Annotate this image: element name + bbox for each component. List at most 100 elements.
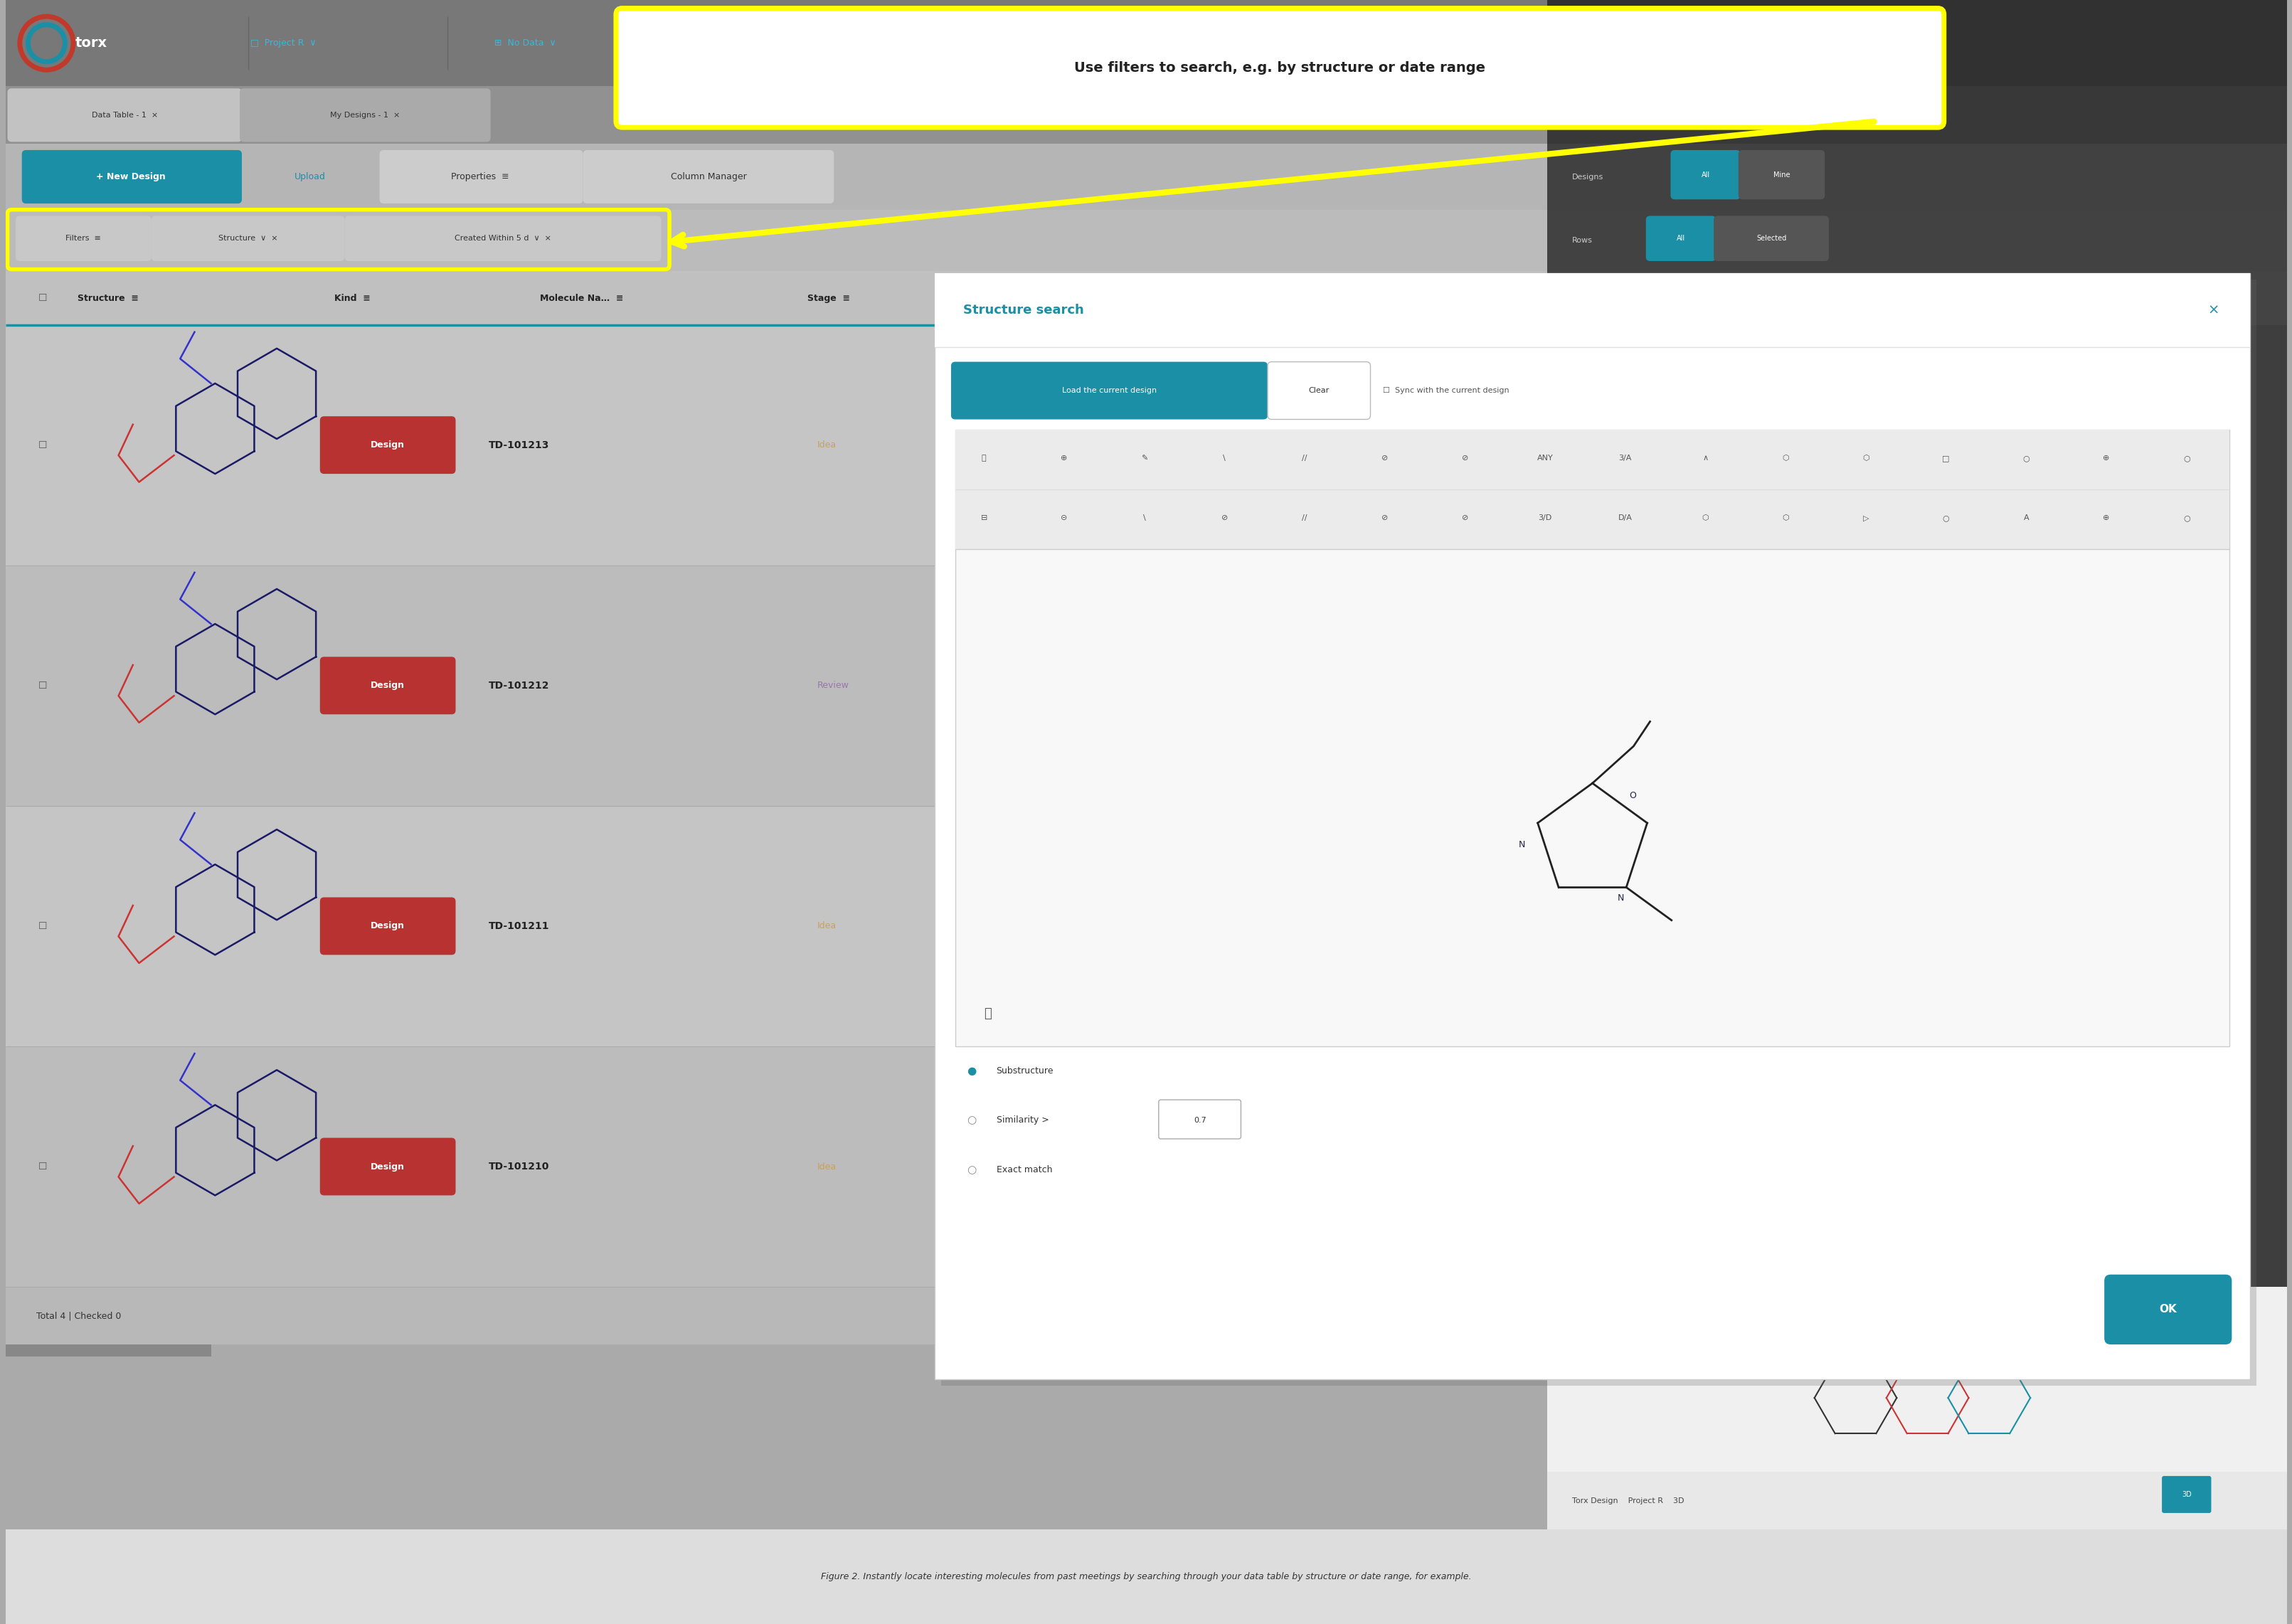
FancyBboxPatch shape: [1547, 806, 2287, 1046]
FancyBboxPatch shape: [1157, 1099, 1240, 1138]
Text: \: \: [1222, 455, 1226, 461]
FancyBboxPatch shape: [956, 430, 2230, 549]
FancyBboxPatch shape: [151, 216, 344, 261]
FancyBboxPatch shape: [321, 1138, 456, 1195]
Text: ○: ○: [1941, 515, 1948, 521]
FancyBboxPatch shape: [5, 806, 1547, 1046]
Text: Clear: Clear: [1309, 387, 1329, 395]
Text: ⊞  No Data  ∨: ⊞ No Data ∨: [495, 39, 557, 47]
Text: Total 4 | Checked 0: Total 4 | Checked 0: [37, 1311, 121, 1320]
Text: TD-101211: TD-101211: [488, 921, 550, 931]
Text: My Designs - 1  ×: My Designs - 1 ×: [330, 112, 401, 119]
Text: ✎: ✎: [1141, 455, 1148, 461]
Text: ☐: ☐: [39, 440, 46, 450]
Text: ☐: ☐: [39, 921, 46, 931]
FancyBboxPatch shape: [5, 1286, 1547, 1345]
Text: ⊕: ⊕: [2102, 515, 2109, 521]
Text: ⬡: ⬡: [1701, 515, 1708, 521]
Text: 3/A: 3/A: [1618, 455, 1632, 461]
FancyBboxPatch shape: [5, 209, 2287, 271]
Text: ⊕: ⊕: [2102, 455, 2109, 461]
FancyBboxPatch shape: [344, 216, 660, 261]
Text: Designs: Designs: [1572, 174, 1602, 180]
Text: + New Design: + New Design: [96, 172, 165, 182]
FancyBboxPatch shape: [1547, 271, 2287, 325]
Text: Review: Review: [818, 680, 848, 690]
Text: ○: ○: [967, 1116, 976, 1125]
Text: Design: Design: [371, 1163, 406, 1171]
FancyBboxPatch shape: [241, 88, 490, 141]
Text: Molecule Na…  ≡: Molecule Na… ≡: [539, 294, 623, 302]
Text: //: //: [1302, 455, 1306, 461]
FancyBboxPatch shape: [1547, 1046, 2287, 1286]
FancyBboxPatch shape: [380, 149, 582, 203]
FancyBboxPatch shape: [617, 8, 1944, 127]
Text: All: All: [1675, 235, 1685, 242]
FancyBboxPatch shape: [582, 149, 834, 203]
Text: View  ∨        Dashboard  ∨: View ∨ Dashboard ∨: [1568, 112, 1671, 119]
Text: TD-101213: TD-101213: [488, 440, 550, 450]
Text: Created Within 5 d  ∨  ×: Created Within 5 d ∨ ×: [454, 235, 550, 242]
Text: ⊝: ⊝: [1061, 515, 1068, 521]
FancyBboxPatch shape: [2104, 1275, 2230, 1345]
Text: ANY: ANY: [1536, 455, 1552, 461]
Text: 3D: 3D: [2182, 1491, 2191, 1497]
FancyBboxPatch shape: [321, 416, 456, 474]
FancyBboxPatch shape: [1671, 149, 1740, 200]
Text: Data Table - 1  ×: Data Table - 1 ×: [92, 112, 158, 119]
FancyArrowPatch shape: [672, 122, 1873, 247]
FancyBboxPatch shape: [935, 273, 2248, 348]
Text: Filters  ≡: Filters ≡: [66, 235, 101, 242]
Text: A: A: [1013, 1163, 1018, 1171]
Text: Compa…  ≡: Compa… ≡: [992, 294, 1047, 302]
FancyBboxPatch shape: [5, 1345, 211, 1356]
Text: //: //: [1302, 515, 1306, 521]
Text: Exact match: Exact match: [997, 1164, 1052, 1174]
Text: Idea: Idea: [818, 921, 837, 931]
Text: ⊕: ⊕: [1061, 455, 1068, 461]
FancyBboxPatch shape: [1547, 145, 2287, 209]
FancyBboxPatch shape: [321, 656, 456, 715]
Text: Torx Design    Project R    3D: Torx Design Project R 3D: [1572, 1497, 1682, 1504]
Text: Stage  ≡: Stage ≡: [807, 294, 850, 302]
Text: ○: ○: [2022, 455, 2028, 461]
Text: All: All: [1701, 171, 1710, 179]
Text: ⬡: ⬡: [1781, 515, 1788, 521]
Text: TD-101212: TD-101212: [488, 680, 550, 690]
FancyBboxPatch shape: [935, 273, 2248, 1379]
Text: ●: ●: [967, 1065, 976, 1077]
Text: ⊘: ⊘: [1462, 455, 1467, 461]
FancyBboxPatch shape: [5, 565, 1547, 806]
FancyBboxPatch shape: [2161, 1476, 2209, 1514]
Text: Similarity >: Similarity >: [997, 1116, 1047, 1125]
Text: ⊘: ⊘: [1382, 515, 1387, 521]
FancyBboxPatch shape: [1547, 1471, 2287, 1530]
FancyBboxPatch shape: [7, 88, 241, 141]
Text: \: \: [1144, 515, 1146, 521]
Text: A: A: [1013, 680, 1018, 690]
Text: ☐: ☐: [39, 680, 46, 690]
Text: □: □: [1941, 455, 1948, 461]
FancyBboxPatch shape: [1547, 1286, 2287, 1471]
Text: O: O: [1630, 791, 1636, 801]
FancyBboxPatch shape: [1737, 149, 1824, 200]
Text: Design: Design: [371, 921, 406, 931]
Text: ○: ○: [2182, 455, 2189, 461]
Text: Mine: Mine: [1772, 171, 1790, 179]
Text: ⊘: ⊘: [1462, 515, 1467, 521]
FancyBboxPatch shape: [1547, 209, 2287, 271]
FancyBboxPatch shape: [940, 279, 2255, 1385]
Text: ☐: ☐: [39, 292, 46, 304]
Text: torx: torx: [76, 36, 108, 50]
Text: ▷: ▷: [1863, 515, 1868, 521]
Text: Idea: Idea: [818, 440, 837, 450]
Text: ×: ×: [2207, 304, 2219, 317]
FancyBboxPatch shape: [1547, 0, 2287, 86]
FancyBboxPatch shape: [1712, 216, 1829, 261]
Text: ☐  Sync with the current design: ☐ Sync with the current design: [1382, 387, 1508, 395]
Text: ⬡: ⬡: [1781, 455, 1788, 461]
Text: Design: Design: [371, 680, 406, 690]
FancyBboxPatch shape: [5, 86, 2287, 145]
Text: Selected: Selected: [1756, 235, 1785, 242]
Text: Structure search: Structure search: [963, 304, 1084, 317]
